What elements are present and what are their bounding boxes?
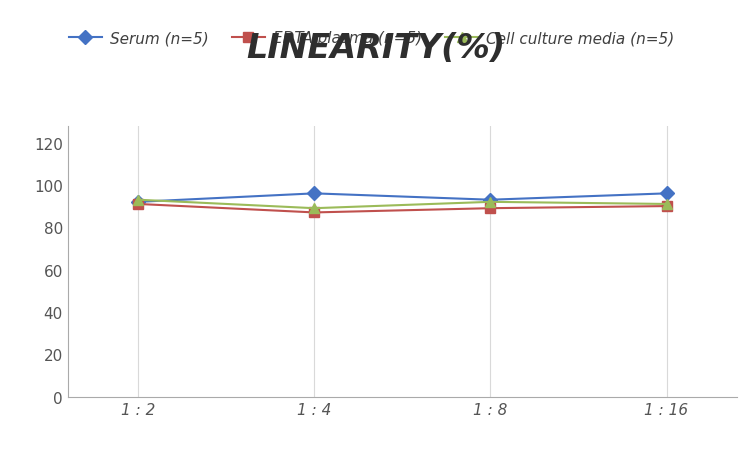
Legend: Serum (n=5), EDTA plasma (n=5), Cell culture media (n=5): Serum (n=5), EDTA plasma (n=5), Cell cul… [68, 31, 675, 46]
Cell culture media (n=5) [134, 198, 143, 203]
EDTA plasma (n=5) [310, 210, 319, 216]
Text: LINEARITY(%): LINEARITY(%) [247, 32, 505, 64]
Serum (n=5) [662, 191, 671, 197]
Serum (n=5) [310, 191, 319, 197]
Cell culture media (n=5) [486, 200, 495, 205]
EDTA plasma (n=5) [662, 204, 671, 209]
EDTA plasma (n=5) [134, 202, 143, 207]
Cell culture media (n=5) [662, 202, 671, 207]
Line: Serum (n=5): Serum (n=5) [133, 189, 672, 207]
Line: Cell culture media (n=5): Cell culture media (n=5) [133, 195, 672, 214]
EDTA plasma (n=5) [486, 206, 495, 212]
Cell culture media (n=5) [310, 206, 319, 212]
Serum (n=5) [486, 198, 495, 203]
Line: EDTA plasma (n=5): EDTA plasma (n=5) [133, 200, 672, 218]
Serum (n=5) [134, 200, 143, 205]
